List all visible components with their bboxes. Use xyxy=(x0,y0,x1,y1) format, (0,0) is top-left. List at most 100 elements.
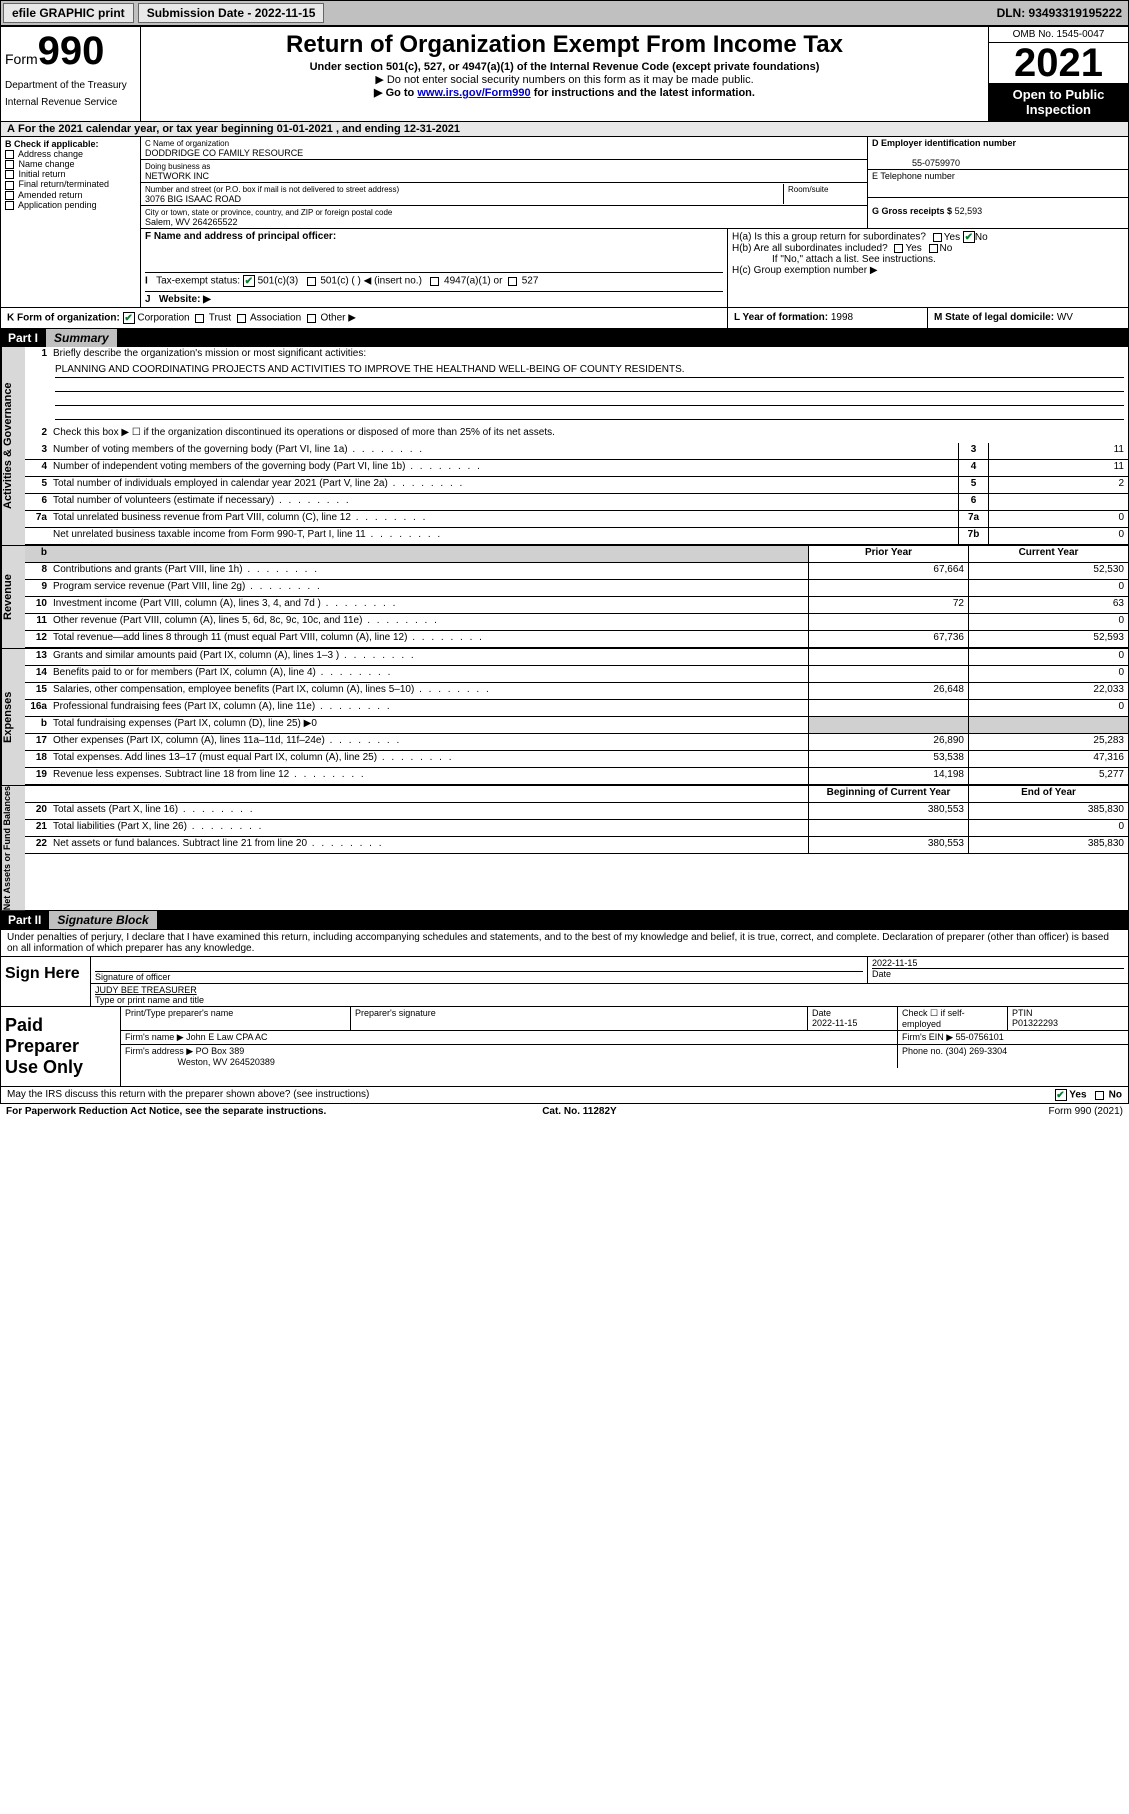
street-value: 3076 BIG ISAAC ROAD xyxy=(145,194,241,204)
revenue-block: Revenue b Prior Year Current Year 8 Cont… xyxy=(0,546,1129,649)
m-label: M State of legal domicile: xyxy=(934,312,1054,323)
discuss-yes-checkbox[interactable]: ✔ xyxy=(1055,1089,1067,1101)
501c-checkbox[interactable] xyxy=(307,277,316,286)
cat-no: Cat. No. 11282Y xyxy=(542,1106,616,1117)
governance-block: Activities & Governance 1Briefly describ… xyxy=(0,347,1129,546)
b-checkbox[interactable] xyxy=(5,150,14,159)
current-year-val: 47,316 xyxy=(968,751,1128,767)
form-header: Form990 Department of the Treasury Inter… xyxy=(0,26,1129,122)
prior-year-val xyxy=(808,666,968,682)
firm-phone-value: (304) 269-3304 xyxy=(946,1046,1008,1056)
line-num: 14 xyxy=(25,666,51,682)
paperwork-row: For Paperwork Reduction Act Notice, see … xyxy=(0,1104,1129,1119)
hb-no: No xyxy=(940,243,953,254)
b-checkbox[interactable] xyxy=(5,201,14,210)
hb-yes-checkbox[interactable] xyxy=(894,244,903,253)
top-toolbar: efile GRAPHIC print Submission Date - 20… xyxy=(0,0,1129,26)
trust-checkbox[interactable] xyxy=(195,314,204,323)
firm-addr2: Weston, WV 264520389 xyxy=(178,1057,275,1067)
ha-yes-checkbox[interactable] xyxy=(933,233,942,242)
501c3-checkbox[interactable]: ✔ xyxy=(243,275,255,287)
current-year-val: 0 xyxy=(968,700,1128,716)
b-checkbox[interactable] xyxy=(5,170,14,179)
opt-527: 527 xyxy=(522,276,539,287)
efile-button[interactable]: efile GRAPHIC print xyxy=(3,3,134,23)
dept-treasury: Department of the Treasury xyxy=(5,80,136,91)
line-text: Other expenses (Part IX, column (A), lin… xyxy=(51,734,808,750)
line-text: Contributions and grants (Part VIII, lin… xyxy=(51,563,808,579)
b-option: Name change xyxy=(19,159,75,169)
k-l-m-row: K Form of organization: ✔ Corporation Tr… xyxy=(0,308,1129,329)
submission-date-button[interactable]: Submission Date - 2022-11-15 xyxy=(138,3,325,23)
opt-other: Other ▶ xyxy=(320,313,355,324)
part-ii-title: Signature Block xyxy=(49,911,156,929)
line-box-val: 11 xyxy=(988,443,1128,459)
line-num: 4 xyxy=(25,460,51,476)
form990-link[interactable]: www.irs.gov/Form990 xyxy=(417,87,530,99)
part-i-label: Part I xyxy=(0,329,46,347)
section-c-wrap: C Name of organization DODDRIDGE CO FAMI… xyxy=(141,137,1128,307)
firm-ein-label: Firm's EIN ▶ xyxy=(902,1032,953,1042)
signature-block: Under penalties of perjury, I declare th… xyxy=(0,929,1129,1087)
line-text: Benefits paid to or for members (Part IX… xyxy=(51,666,808,682)
begin-year-val xyxy=(808,820,968,836)
section-b-label: B Check if applicable: xyxy=(5,139,136,149)
org-info-block: B Check if applicable: Address change Na… xyxy=(0,137,1129,308)
end-year-val: 385,830 xyxy=(968,837,1128,853)
line-text: Total unrelated business revenue from Pa… xyxy=(51,511,958,527)
ha-no-checkbox[interactable]: ✔ xyxy=(963,231,975,243)
l-value: 1998 xyxy=(831,312,853,323)
opt-corp: Corporation xyxy=(137,313,189,324)
mission-text: PLANNING AND COORDINATING PROJECTS AND A… xyxy=(55,364,1124,378)
begin-year-val: 380,553 xyxy=(808,837,968,853)
assoc-checkbox[interactable] xyxy=(237,314,246,323)
corp-checkbox[interactable]: ✔ xyxy=(123,312,135,324)
prior-year-val: 53,538 xyxy=(808,751,968,767)
527-checkbox[interactable] xyxy=(508,277,517,286)
other-checkbox[interactable] xyxy=(307,314,316,323)
line-box-num: 5 xyxy=(958,477,988,493)
4947-checkbox[interactable] xyxy=(430,277,439,286)
website-label: Website: ▶ xyxy=(159,294,211,305)
end-year-val: 385,830 xyxy=(968,803,1128,819)
section-b: B Check if applicable: Address change Na… xyxy=(1,137,141,307)
prior-year-val xyxy=(808,649,968,665)
line-num: 8 xyxy=(25,563,51,579)
line-num: 3 xyxy=(25,443,51,459)
l-label: L Year of formation: xyxy=(734,312,828,323)
room-label: Room/suite xyxy=(788,185,828,194)
line-text: Total assets (Part X, line 16) xyxy=(51,803,808,819)
hdr-begin-year: Beginning of Current Year xyxy=(808,786,968,802)
prep-sig-label: Preparer's signature xyxy=(355,1008,436,1018)
line-num: 11 xyxy=(25,614,51,630)
line-text: Other revenue (Part VIII, column (A), li… xyxy=(51,614,808,630)
line-a-text: For the 2021 calendar year, or tax year … xyxy=(18,123,460,135)
line-text: Net unrelated business taxable income fr… xyxy=(51,528,958,544)
discuss-no: No xyxy=(1109,1090,1122,1101)
b-checkbox[interactable] xyxy=(5,160,14,169)
discuss-no-checkbox[interactable] xyxy=(1095,1091,1104,1100)
hdr-current-year: Current Year xyxy=(968,546,1128,562)
line-box-val: 0 xyxy=(988,528,1128,544)
line-num: 10 xyxy=(25,597,51,613)
principal-officer-label: F Name and address of principal officer: xyxy=(145,231,336,242)
current-year-val: 0 xyxy=(968,614,1128,630)
line-text: Number of independent voting members of … xyxy=(51,460,958,476)
line-box-num: 4 xyxy=(958,460,988,476)
irs-discuss-text: May the IRS discuss this return with the… xyxy=(7,1089,369,1101)
line-num: 22 xyxy=(25,837,51,853)
name-title-label: Type or print name and title xyxy=(95,995,204,1005)
line1-label: Briefly describe the organization's miss… xyxy=(51,347,1128,364)
ptin-label: PTIN xyxy=(1012,1008,1033,1018)
b-option: Initial return xyxy=(19,169,66,179)
b-checkbox[interactable] xyxy=(5,181,14,190)
org-name: DODDRIDGE CO FAMILY RESOURCE xyxy=(145,148,303,158)
hb-no-checkbox[interactable] xyxy=(929,244,938,253)
line-text: Total revenue—add lines 8 through 11 (mu… xyxy=(51,631,808,647)
sig-declaration: Under penalties of perjury, I declare th… xyxy=(1,930,1128,956)
b-checkbox[interactable] xyxy=(5,191,14,200)
line-num: 18 xyxy=(25,751,51,767)
h-b-label: H(b) Are all subordinates included? xyxy=(732,243,888,254)
section-c: C Name of organization DODDRIDGE CO FAMI… xyxy=(141,137,868,228)
prior-year-val: 67,664 xyxy=(808,563,968,579)
